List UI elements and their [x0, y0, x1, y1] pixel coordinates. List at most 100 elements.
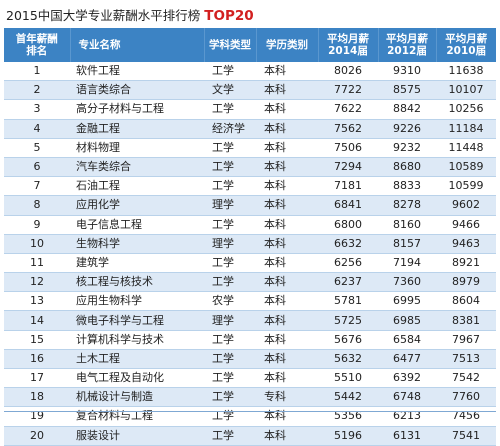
cell-major: 复合材料与工程 [70, 407, 204, 426]
cell-degree: 本科 [256, 215, 318, 234]
table-header: 首年薪酬排名 专业名称 学科类型 学历类别 平均月薪2014届 平均月薪2012… [4, 28, 496, 62]
cell-salary-2014: 6800 [318, 215, 378, 234]
header-salary-2012: 平均月薪2012届 [378, 28, 436, 62]
cell-major: 语言类综合 [70, 81, 204, 100]
cell-degree: 本科 [256, 177, 318, 196]
cell-salary-2014: 7181 [318, 177, 378, 196]
table-row: 8 应用化学 理学 本科 6841 8278 9602 [4, 196, 496, 215]
cell-salary-2012: 6995 [378, 292, 436, 311]
cell-category: 工学 [204, 100, 256, 119]
cell-category: 工学 [204, 273, 256, 292]
cell-salary-2010: 7542 [436, 369, 496, 388]
cell-category: 工学 [204, 426, 256, 445]
cell-salary-2010: 7513 [436, 349, 496, 368]
title-highlight: TOP20 [204, 8, 253, 24]
cell-salary-2010: 9463 [436, 234, 496, 253]
cell-degree: 本科 [256, 426, 318, 445]
cell-salary-2014: 7294 [318, 157, 378, 176]
cell-rank: 18 [4, 388, 70, 407]
cell-category: 工学 [204, 349, 256, 368]
cell-category: 工学 [204, 138, 256, 157]
header-rank: 首年薪酬排名 [4, 28, 70, 62]
cell-salary-2014: 5196 [318, 426, 378, 445]
cell-salary-2012: 6748 [378, 388, 436, 407]
cell-salary-2012: 8680 [378, 157, 436, 176]
cell-salary-2010: 11448 [436, 138, 496, 157]
cell-salary-2014: 6256 [318, 253, 378, 272]
cell-major: 机械设计与制造 [70, 388, 204, 407]
cell-degree: 本科 [256, 119, 318, 138]
cell-rank: 3 [4, 100, 70, 119]
cell-degree: 专科 [256, 388, 318, 407]
cell-major: 应用化学 [70, 196, 204, 215]
cell-salary-2014: 5781 [318, 292, 378, 311]
table-row: 2 语言类综合 文学 本科 7722 8575 10107 [4, 81, 496, 100]
cell-rank: 13 [4, 292, 70, 311]
header-major: 专业名称 [70, 28, 204, 62]
cell-major: 电子信息工程 [70, 215, 204, 234]
cell-salary-2010: 8979 [436, 273, 496, 292]
cell-salary-2014: 6632 [318, 234, 378, 253]
cell-salary-2012: 9226 [378, 119, 436, 138]
table-row: 11 建筑学 工学 本科 6256 7194 8921 [4, 253, 496, 272]
cell-degree: 本科 [256, 273, 318, 292]
cell-salary-2014: 5725 [318, 311, 378, 330]
cell-degree: 本科 [256, 234, 318, 253]
header-salary-2010: 平均月薪2010届 [436, 28, 496, 62]
cell-degree: 本科 [256, 138, 318, 157]
cell-degree: 本科 [256, 100, 318, 119]
table-row: 18 机械设计与制造 工学 专科 5442 6748 7760 [4, 388, 496, 407]
cell-major: 生物科学 [70, 234, 204, 253]
cell-category: 农学 [204, 292, 256, 311]
cell-category: 理学 [204, 234, 256, 253]
cell-rank: 17 [4, 369, 70, 388]
table-row: 15 计算机科学与技术 工学 本科 5676 6584 7967 [4, 330, 496, 349]
cell-major: 应用生物科学 [70, 292, 204, 311]
cell-category: 工学 [204, 253, 256, 272]
cell-salary-2010: 7541 [436, 426, 496, 445]
cell-major: 核工程与核技术 [70, 273, 204, 292]
header-salary-2014: 平均月薪2014届 [318, 28, 378, 62]
cell-category: 工学 [204, 388, 256, 407]
cell-major: 汽车类综合 [70, 157, 204, 176]
page-title: 2015中国大学专业薪酬水平排行榜 TOP20 [6, 6, 254, 26]
cell-major: 材料物理 [70, 138, 204, 157]
cell-rank: 4 [4, 119, 70, 138]
cell-salary-2010: 8921 [436, 253, 496, 272]
cell-category: 工学 [204, 407, 256, 426]
cell-major: 石油工程 [70, 177, 204, 196]
cell-rank: 9 [4, 215, 70, 234]
cell-salary-2010: 9602 [436, 196, 496, 215]
cell-salary-2010: 7760 [436, 388, 496, 407]
cell-salary-2012: 6584 [378, 330, 436, 349]
cell-category: 工学 [204, 215, 256, 234]
cell-salary-2010: 8604 [436, 292, 496, 311]
cell-rank: 6 [4, 157, 70, 176]
cell-rank: 8 [4, 196, 70, 215]
cell-degree: 本科 [256, 349, 318, 368]
cell-major: 微电子科学与工程 [70, 311, 204, 330]
cell-salary-2014: 5632 [318, 349, 378, 368]
table-bottom-border [4, 411, 496, 412]
cell-major: 高分子材料与工程 [70, 100, 204, 119]
cell-salary-2014: 5356 [318, 407, 378, 426]
table-row: 3 高分子材料与工程 工学 本科 7622 8842 10256 [4, 100, 496, 119]
cell-salary-2010: 10256 [436, 100, 496, 119]
table-row: 20 服装设计 工学 本科 5196 6131 7541 [4, 426, 496, 445]
cell-salary-2014: 6841 [318, 196, 378, 215]
cell-salary-2010: 7456 [436, 407, 496, 426]
cell-salary-2010: 9466 [436, 215, 496, 234]
cell-salary-2012: 8157 [378, 234, 436, 253]
cell-major: 计算机科学与技术 [70, 330, 204, 349]
cell-category: 理学 [204, 196, 256, 215]
cell-rank: 14 [4, 311, 70, 330]
cell-category: 文学 [204, 81, 256, 100]
cell-salary-2010: 8381 [436, 311, 496, 330]
table-row: 7 石油工程 工学 本科 7181 8833 10599 [4, 177, 496, 196]
cell-salary-2010: 7967 [436, 330, 496, 349]
cell-degree: 本科 [256, 196, 318, 215]
cell-salary-2012: 6985 [378, 311, 436, 330]
cell-salary-2014: 7722 [318, 81, 378, 100]
cell-salary-2010: 11184 [436, 119, 496, 138]
cell-category: 工学 [204, 177, 256, 196]
